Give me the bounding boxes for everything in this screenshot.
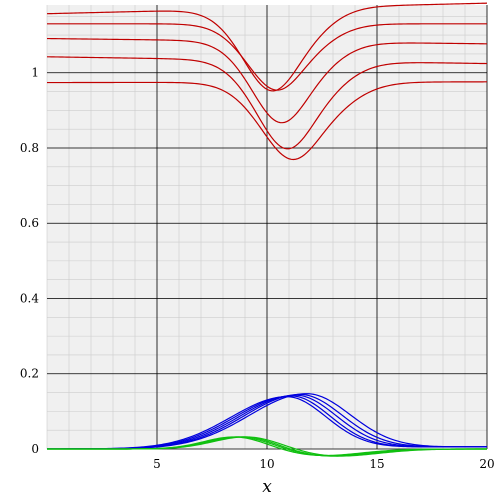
curves <box>46 2 488 457</box>
red-series-line <box>46 37 488 124</box>
red-series-line <box>47 23 487 91</box>
red-series-line <box>47 81 487 161</box>
tick-labels: 5 10 15 20 0 0.2 0.4 0.6 0.8 1 <box>20 66 495 471</box>
x-tick-label: 15 <box>369 457 384 471</box>
x-tick-label: 10 <box>259 457 274 471</box>
y-tick-label: 0.2 <box>20 367 39 381</box>
x-tick-label: 20 <box>479 457 494 471</box>
y-tick-label: 0.6 <box>20 216 39 230</box>
y-tick-label: 1 <box>31 66 39 80</box>
red-series-line <box>46 2 488 92</box>
y-tick-label: 0.4 <box>20 291 39 305</box>
y-tick-label: 0.8 <box>20 141 39 155</box>
y-tick-label: 0 <box>31 442 39 456</box>
red-series-line <box>46 56 488 150</box>
x-axis-label: x <box>262 477 272 497</box>
green-series-line <box>47 436 488 457</box>
x-tick-label: 5 <box>153 457 161 471</box>
